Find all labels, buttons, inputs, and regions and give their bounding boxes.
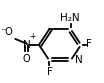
Text: H₂N: H₂N [60, 13, 79, 23]
Text: O: O [23, 54, 30, 64]
Text: N: N [75, 55, 83, 65]
Text: N: N [23, 40, 30, 50]
Text: F: F [46, 67, 52, 77]
Text: +: + [29, 32, 35, 41]
Text: F: F [86, 39, 92, 49]
Text: ⁻O: ⁻O [1, 27, 14, 37]
